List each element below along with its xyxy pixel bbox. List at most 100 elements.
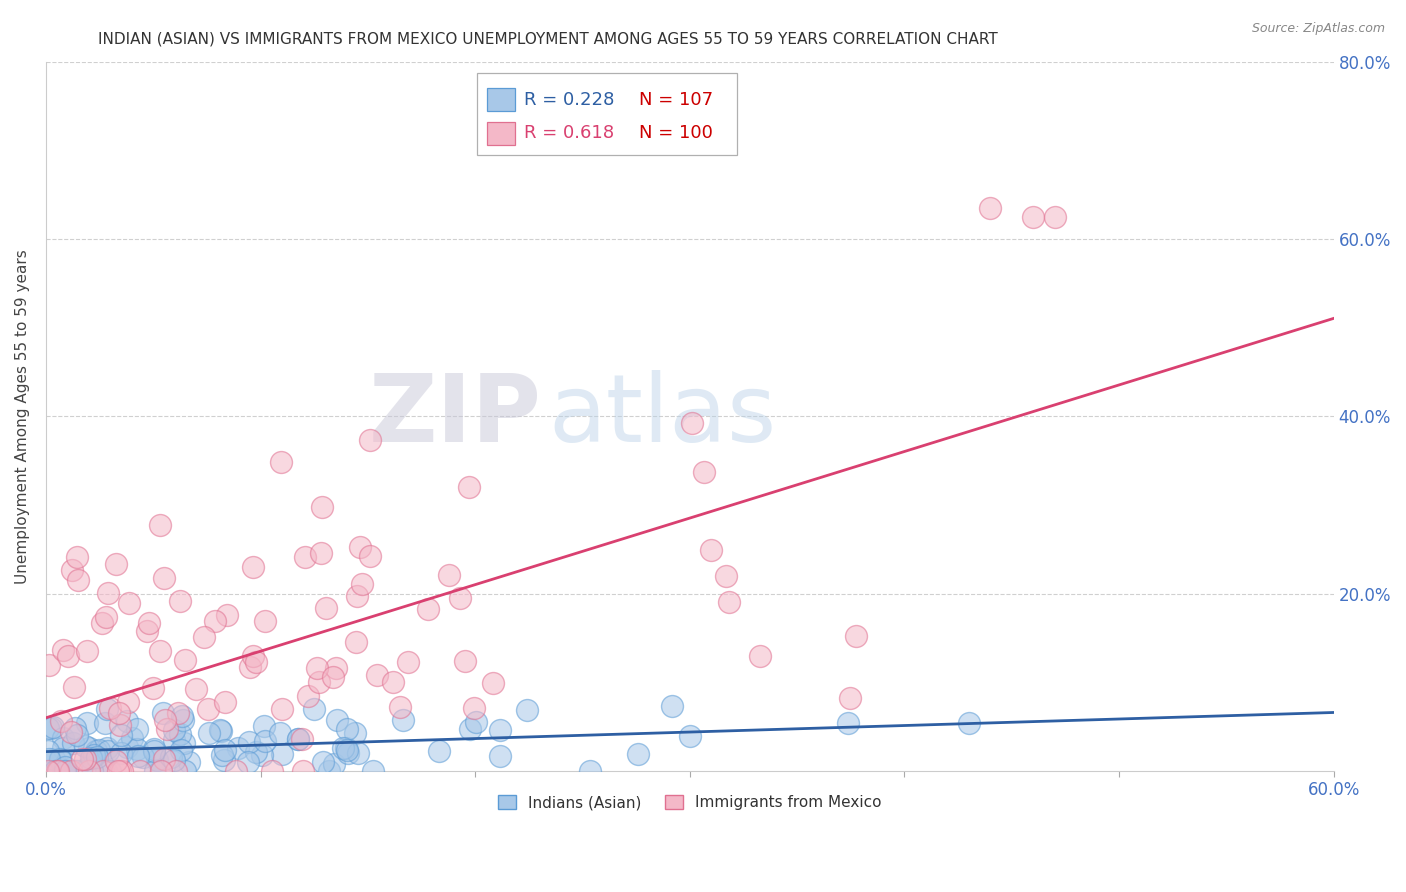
Point — [418, 602, 440, 616]
Point — [382, 675, 405, 690]
Point — [52, 731, 75, 745]
Point — [162, 733, 184, 747]
Point — [488, 749, 510, 764]
Point — [349, 540, 371, 554]
Point — [845, 629, 868, 643]
Point — [312, 756, 335, 770]
Point — [238, 735, 260, 749]
Point — [96, 740, 118, 755]
Point — [270, 455, 292, 469]
Point — [308, 675, 330, 690]
Point — [146, 753, 169, 767]
Point — [163, 723, 186, 737]
Point — [347, 747, 370, 761]
Point — [214, 695, 236, 709]
Point — [104, 754, 127, 768]
Point — [125, 723, 148, 737]
Point — [53, 764, 76, 778]
Point — [450, 591, 472, 606]
Point — [87, 743, 110, 757]
Point — [152, 752, 174, 766]
Point — [83, 748, 105, 763]
Point — [96, 610, 118, 624]
Point — [332, 740, 354, 755]
Point — [173, 653, 195, 667]
Point — [86, 749, 108, 764]
Point — [77, 764, 100, 778]
Point — [627, 747, 650, 761]
Point — [150, 764, 173, 778]
Point — [208, 723, 231, 737]
Point — [127, 748, 149, 763]
Point — [389, 699, 412, 714]
Point — [153, 713, 176, 727]
Point — [290, 731, 312, 746]
Point — [336, 723, 359, 737]
Point — [117, 695, 139, 709]
Point — [52, 642, 75, 657]
Point — [62, 736, 84, 750]
Text: N = 100: N = 100 — [640, 124, 713, 143]
Point — [136, 624, 159, 639]
Point — [169, 727, 191, 741]
Point — [98, 701, 121, 715]
Point — [749, 649, 772, 664]
Point — [110, 718, 132, 732]
Point — [138, 615, 160, 630]
Point — [269, 726, 291, 740]
Point — [270, 702, 292, 716]
Point — [44, 752, 66, 766]
Point — [245, 656, 267, 670]
Point — [60, 725, 83, 739]
Point — [49, 714, 72, 728]
Point — [37, 722, 59, 736]
Point — [291, 764, 314, 778]
Point — [153, 570, 176, 584]
Point — [245, 745, 267, 759]
Point — [94, 716, 117, 731]
Point — [344, 635, 367, 649]
Point — [110, 764, 132, 778]
Point — [236, 755, 259, 769]
Point — [350, 577, 373, 591]
Point — [315, 600, 337, 615]
Point — [172, 713, 194, 727]
Point — [49, 752, 72, 766]
Point — [80, 751, 103, 765]
Point — [957, 716, 980, 731]
Point — [75, 764, 97, 778]
Point — [678, 729, 700, 743]
Point — [453, 654, 475, 668]
Point — [91, 764, 114, 778]
Point — [98, 764, 121, 778]
Point — [311, 500, 333, 514]
Point — [66, 764, 89, 778]
Point — [149, 518, 172, 533]
Point — [681, 416, 703, 430]
Text: atlas: atlas — [548, 370, 776, 462]
Point — [73, 752, 96, 766]
Point — [700, 543, 723, 558]
Point — [37, 764, 59, 778]
Point — [242, 649, 264, 664]
Point — [717, 594, 740, 608]
Point — [52, 762, 75, 776]
Point — [297, 689, 319, 703]
Point — [211, 748, 233, 763]
Point — [66, 573, 89, 587]
Point — [211, 724, 233, 739]
Point — [270, 747, 292, 761]
Point — [170, 742, 193, 756]
Point — [239, 660, 262, 674]
Point — [149, 764, 172, 778]
Point — [837, 716, 859, 731]
Point — [322, 671, 344, 685]
Point — [262, 764, 284, 778]
Point — [344, 726, 367, 740]
Point — [458, 480, 481, 494]
Point — [309, 546, 332, 560]
Point — [250, 747, 273, 762]
Point — [148, 644, 170, 658]
Point — [318, 764, 340, 778]
Point — [94, 764, 117, 778]
